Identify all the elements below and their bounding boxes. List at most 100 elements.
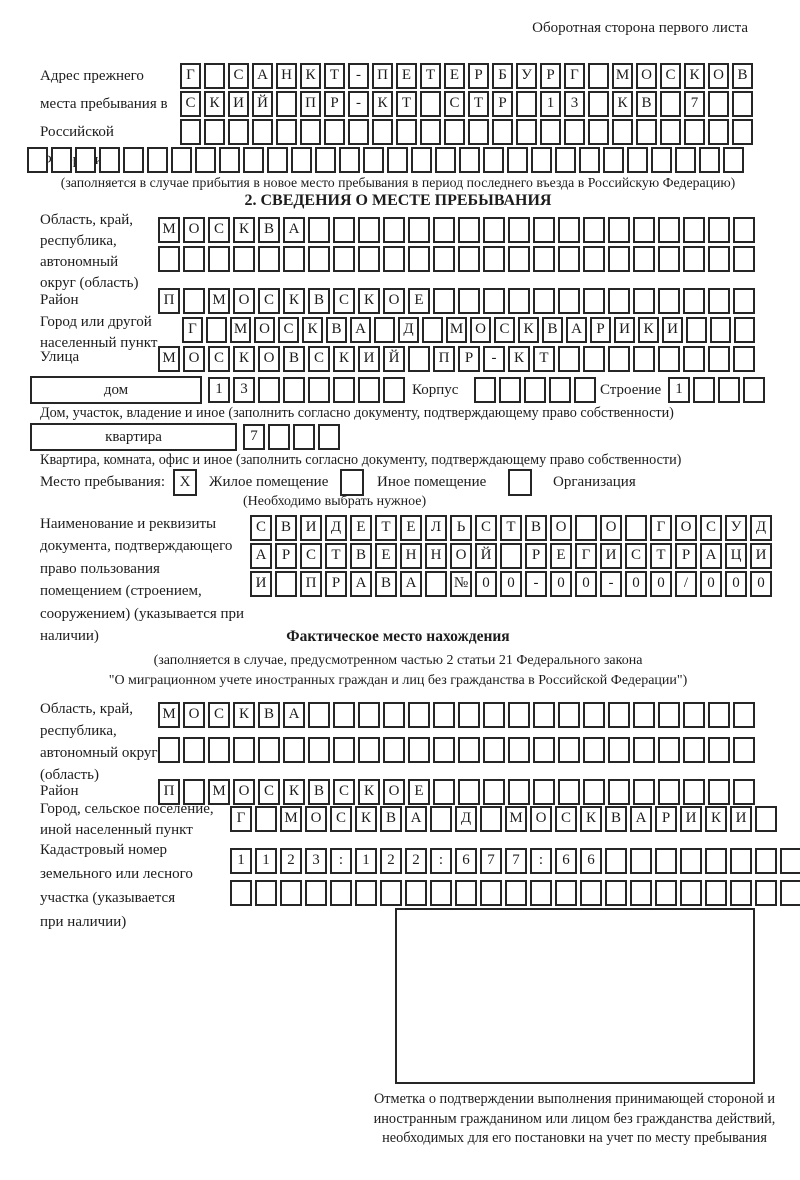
char-cell[interactable]: К — [705, 806, 727, 832]
char-cell[interactable]: Т — [468, 91, 489, 117]
char-cell[interactable]: 2 — [280, 848, 302, 874]
char-cell[interactable]: 7 — [684, 91, 705, 117]
char-cell[interactable] — [275, 571, 297, 597]
char-cell[interactable]: Р — [525, 543, 547, 569]
char-cell[interactable]: 1 — [208, 377, 230, 403]
char-cell[interactable] — [348, 119, 369, 145]
char-cell[interactable] — [583, 737, 605, 763]
char-cell[interactable]: П — [433, 346, 455, 372]
char-cell[interactable] — [603, 147, 624, 173]
char-cell[interactable] — [318, 424, 340, 450]
char-cell[interactable]: С — [494, 317, 515, 343]
char-cell[interactable]: Д — [455, 806, 477, 832]
char-cell[interactable] — [723, 147, 744, 173]
char-cell[interactable]: 2 — [405, 848, 427, 874]
char-cell[interactable]: О — [383, 779, 405, 805]
char-cell[interactable]: 3 — [305, 848, 327, 874]
char-cell[interactable] — [549, 377, 571, 403]
char-cell[interactable]: К — [508, 346, 530, 372]
char-cell[interactable]: 0 — [700, 571, 722, 597]
char-cell[interactable] — [612, 119, 633, 145]
char-cell[interactable] — [705, 880, 727, 906]
char-cell[interactable] — [458, 779, 480, 805]
char-cell[interactable] — [243, 147, 264, 173]
char-cell[interactable]: К — [358, 288, 380, 314]
char-cell[interactable]: К — [233, 702, 255, 728]
char-cell[interactable] — [633, 737, 655, 763]
char-cell[interactable]: Е — [396, 63, 417, 89]
char-cell[interactable]: А — [283, 217, 305, 243]
char-cell[interactable] — [583, 246, 605, 272]
char-cell[interactable] — [333, 377, 355, 403]
char-cell[interactable] — [630, 880, 652, 906]
char-cell[interactable] — [633, 288, 655, 314]
char-cell[interactable]: О — [183, 702, 205, 728]
char-cell[interactable]: Т — [500, 515, 522, 541]
char-cell[interactable] — [733, 737, 755, 763]
char-cell[interactable]: Т — [396, 91, 417, 117]
char-cell[interactable] — [283, 246, 305, 272]
char-cell[interactable]: В — [326, 317, 347, 343]
char-cell[interactable]: С — [475, 515, 497, 541]
char-cell[interactable] — [183, 288, 205, 314]
char-cell[interactable] — [408, 346, 430, 372]
char-cell[interactable] — [228, 119, 249, 145]
char-cell[interactable] — [233, 246, 255, 272]
char-cell[interactable]: Г — [230, 806, 252, 832]
char-cell[interactable]: М — [208, 288, 230, 314]
char-cell[interactable] — [358, 377, 380, 403]
char-cell[interactable] — [730, 848, 752, 874]
char-cell[interactable] — [268, 424, 290, 450]
char-cell[interactable] — [267, 147, 288, 173]
char-cell[interactable] — [208, 246, 230, 272]
char-cell[interactable] — [380, 880, 402, 906]
char-cell[interactable]: 0 — [725, 571, 747, 597]
char-cell[interactable]: 1 — [230, 848, 252, 874]
char-cell[interactable]: Г — [650, 515, 672, 541]
char-cell[interactable] — [636, 119, 657, 145]
char-cell[interactable] — [733, 246, 755, 272]
char-cell[interactable]: О — [183, 346, 205, 372]
char-cell[interactable] — [683, 737, 705, 763]
char-cell[interactable] — [433, 702, 455, 728]
char-cell[interactable]: П — [158, 288, 180, 314]
char-cell[interactable]: Н — [425, 543, 447, 569]
char-cell[interactable] — [708, 346, 730, 372]
char-cell[interactable] — [558, 702, 580, 728]
char-cell[interactable] — [558, 779, 580, 805]
char-cell[interactable]: С — [258, 779, 280, 805]
char-cell[interactable] — [686, 317, 707, 343]
char-cell[interactable]: Т — [533, 346, 555, 372]
char-cell[interactable]: А — [350, 317, 371, 343]
char-cell[interactable]: П — [372, 63, 393, 89]
char-cell[interactable]: Р — [655, 806, 677, 832]
char-cell[interactable]: 1 — [255, 848, 277, 874]
char-cell[interactable] — [507, 147, 528, 173]
char-cell[interactable] — [358, 737, 380, 763]
char-cell[interactable]: Б — [492, 63, 513, 89]
char-cell[interactable] — [564, 119, 585, 145]
char-cell[interactable]: Р — [540, 63, 561, 89]
char-cell[interactable] — [444, 119, 465, 145]
char-cell[interactable] — [683, 779, 705, 805]
char-cell[interactable]: : — [430, 848, 452, 874]
char-cell[interactable] — [708, 217, 730, 243]
char-cell[interactable]: С — [330, 806, 352, 832]
char-cell[interactable] — [358, 217, 380, 243]
char-cell[interactable] — [258, 246, 280, 272]
char-cell[interactable]: 7 — [243, 424, 265, 450]
char-cell[interactable] — [433, 779, 455, 805]
char-cell[interactable] — [508, 217, 530, 243]
char-cell[interactable] — [531, 147, 552, 173]
char-cell[interactable] — [730, 880, 752, 906]
char-cell[interactable]: С — [208, 346, 230, 372]
char-cell[interactable]: 0 — [625, 571, 647, 597]
char-cell[interactable] — [333, 737, 355, 763]
char-cell[interactable]: И — [250, 571, 272, 597]
char-cell[interactable]: Ь — [450, 515, 472, 541]
char-cell[interactable] — [508, 288, 530, 314]
char-cell[interactable]: 1 — [355, 848, 377, 874]
char-cell[interactable]: Г — [182, 317, 203, 343]
char-cell[interactable]: А — [400, 571, 422, 597]
char-cell[interactable] — [420, 91, 441, 117]
